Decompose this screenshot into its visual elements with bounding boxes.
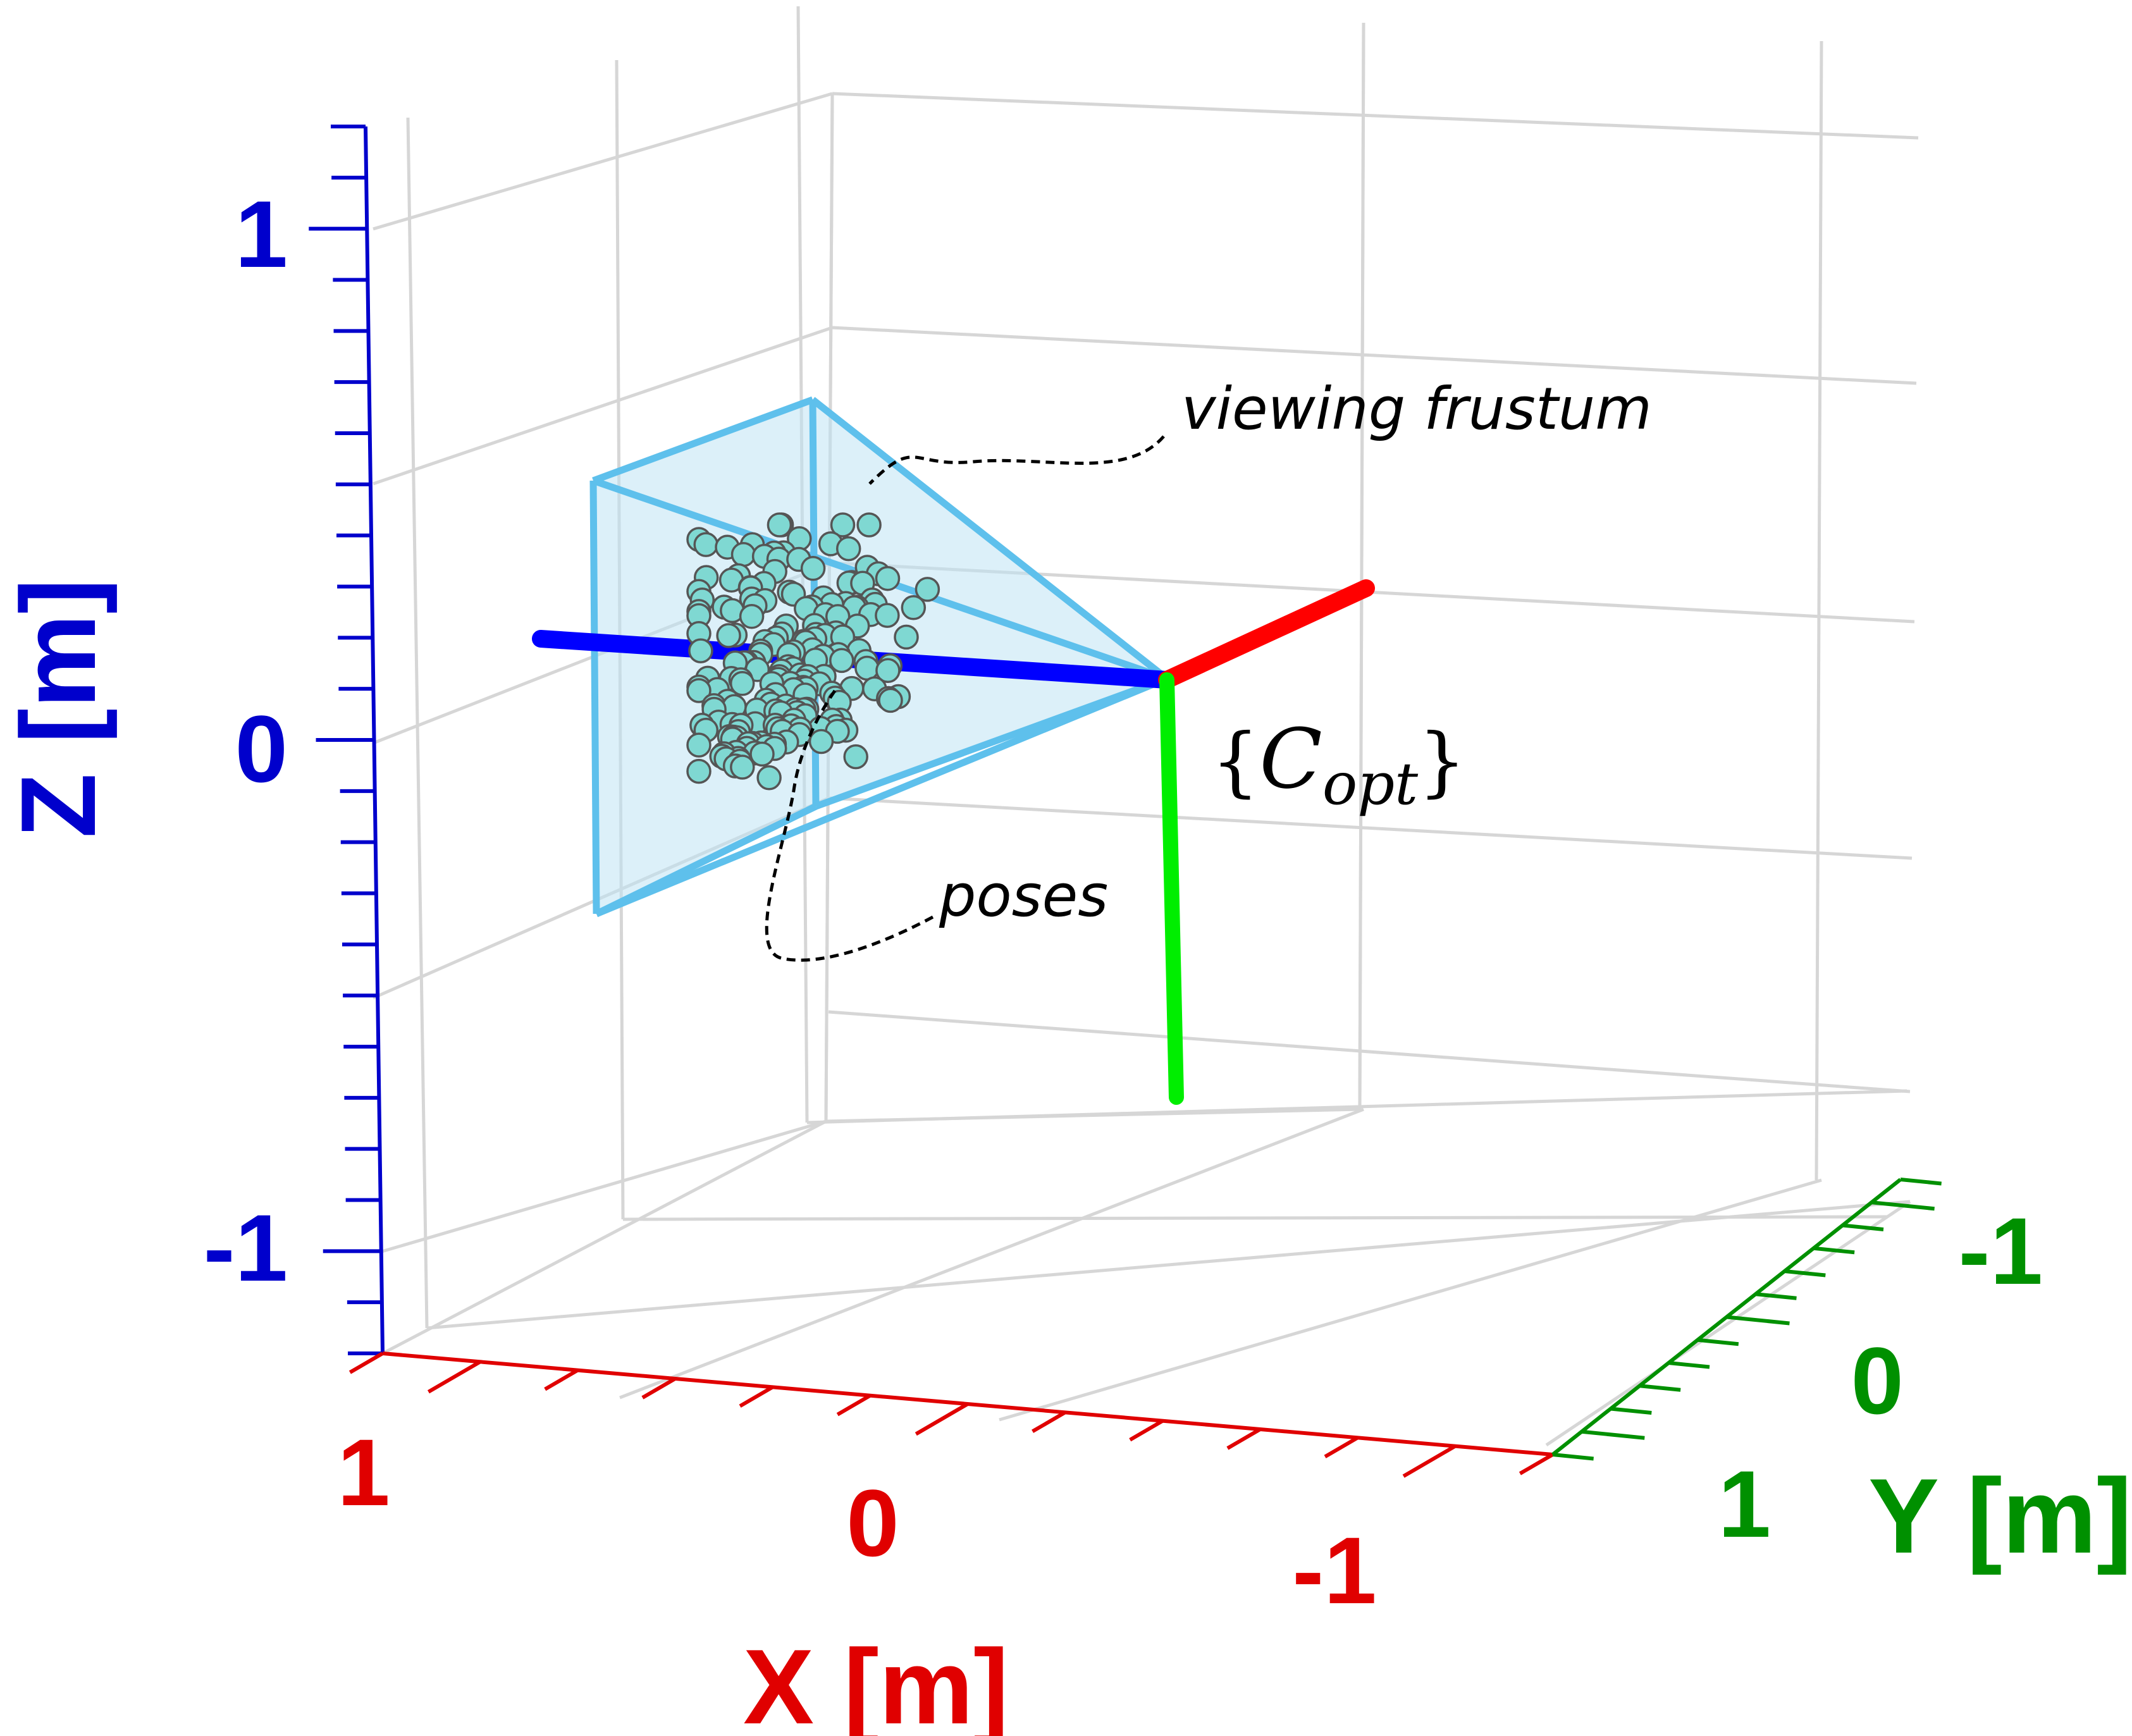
x-major-tick (916, 1404, 968, 1434)
y-minor-tick (1842, 1226, 1883, 1230)
x-axis-title: X [m] (743, 1627, 1009, 1736)
z-axis-ticks (309, 126, 383, 1353)
x-minor-tick (1130, 1421, 1163, 1440)
pose-marker (877, 567, 899, 590)
pose-marker (687, 760, 710, 783)
y-tick-label-3: 1 (1718, 1451, 1771, 1557)
y-axis-title: Y [m] (1868, 1456, 2132, 1575)
y-minor-tick (1668, 1363, 1710, 1367)
pose-marker (895, 625, 918, 648)
pose-marker (741, 605, 763, 628)
poses-annotation: poses (939, 862, 1108, 930)
x-tick-label-3: -1 (1292, 1517, 1376, 1623)
pose-marker (689, 639, 712, 662)
pose-marker (731, 756, 754, 779)
x-minor-tick (545, 1370, 578, 1389)
camera-x-axis (1167, 588, 1366, 680)
y-minor-tick (1756, 1294, 1797, 1298)
y-major-tick (1727, 1317, 1790, 1324)
frustum-annotation: viewing frustum (1181, 375, 1652, 443)
z-tick-label-1: 1 (235, 181, 288, 287)
z-tick-label-2: 0 (235, 696, 288, 802)
x-minor-tick (1228, 1429, 1260, 1448)
pose-marker (758, 766, 780, 789)
pose-marker (844, 746, 867, 768)
pose-marker (856, 657, 878, 680)
pose-marker (802, 557, 825, 580)
x-minor-tick (1033, 1412, 1066, 1431)
pose-marker (858, 514, 880, 536)
camera-frame-axes-front (1167, 588, 1366, 1097)
camera-frame-label: {Copt} (1211, 711, 1466, 818)
camera-frame-label-sub: opt (1322, 750, 1419, 818)
x-axis-ticks (350, 1353, 1553, 1476)
y-minor-tick (1640, 1386, 1681, 1390)
camera-frame-label-base: C (1259, 711, 1322, 807)
pose-marker (879, 689, 902, 711)
y-minor-tick (1611, 1409, 1652, 1413)
x-major-tick (1403, 1446, 1455, 1477)
x-minor-tick (837, 1396, 870, 1415)
x-minor-tick (1520, 1455, 1553, 1474)
y-tick-label-1: -1 (1959, 1198, 2043, 1304)
x-minor-tick (350, 1353, 383, 1372)
pose-marker (751, 742, 773, 765)
x-tick-label-2: 0 (846, 1470, 899, 1576)
pose-marker (732, 543, 755, 566)
pose-marker (694, 533, 717, 556)
y-minor-tick (1698, 1340, 1739, 1345)
pose-marker (687, 734, 710, 756)
x-major-tick (428, 1362, 480, 1392)
pose-marker (768, 514, 791, 536)
axes (309, 126, 1941, 1476)
y-minor-tick (1785, 1271, 1826, 1276)
pose-marker (876, 604, 899, 627)
pose-marker (717, 624, 740, 647)
pose-marker (902, 596, 925, 619)
y-minor-tick (1814, 1248, 1855, 1253)
y-tick-label-2: 0 (1851, 1327, 1904, 1434)
x-tick-label-1: 1 (337, 1419, 390, 1525)
tick-labels: 1 0 -1 1 0 -1 -1 0 1 (204, 181, 2043, 1623)
y-minor-tick (1901, 1179, 1942, 1184)
y-minor-tick (1553, 1455, 1594, 1459)
pose-marker (810, 730, 833, 753)
pose-marker (837, 538, 860, 560)
z-tick-label-3: -1 (204, 1195, 288, 1301)
z-axis-title: Z [m] (0, 579, 118, 839)
camera-y-axis (1167, 680, 1176, 1097)
x-minor-tick (740, 1387, 773, 1406)
x-minor-tick (1325, 1437, 1358, 1456)
y-major-tick (1582, 1432, 1645, 1438)
